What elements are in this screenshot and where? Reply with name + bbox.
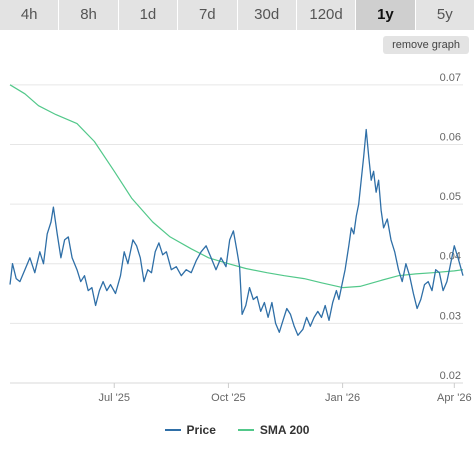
- x-tick-label: Jul '25: [99, 392, 130, 404]
- tab-30d[interactable]: 30d: [238, 0, 297, 30]
- y-tick-label: 0.03: [440, 310, 461, 322]
- legend-label-sma: SMA 200: [259, 423, 310, 437]
- tab-120d[interactable]: 120d: [297, 0, 357, 30]
- legend-label-price: Price: [186, 423, 216, 437]
- sma-series-line: [9, 84, 464, 289]
- legend-swatch-sma: [237, 429, 254, 431]
- y-tick-label: 0.02: [440, 370, 461, 382]
- y-tick-label: 0.04: [440, 251, 461, 263]
- x-tick-label: Apr '26: [437, 392, 472, 404]
- tab-8h[interactable]: 8h: [59, 0, 119, 30]
- tab-1y[interactable]: 1y: [356, 0, 416, 30]
- legend-item-price[interactable]: Price: [164, 423, 216, 437]
- y-tick-label: 0.06: [440, 131, 461, 143]
- timeframe-tabs: 4h 8h 1d 7d 30d 120d 1y 5y: [0, 0, 474, 30]
- chart-legend: Price SMA 200: [0, 420, 474, 440]
- legend-swatch-price: [164, 429, 181, 431]
- tab-7d[interactable]: 7d: [178, 0, 238, 30]
- tab-1d[interactable]: 1d: [119, 0, 179, 30]
- price-series-line: [9, 128, 464, 336]
- tab-4h[interactable]: 4h: [0, 0, 60, 30]
- x-tick-label: Jan '26: [325, 392, 360, 404]
- price-chart: 0.02 0.03 0.04 0.05 0.06 0.07 Jul '25 Oct '25 Ja…: [9, 72, 472, 404]
- remove-graph-button[interactable]: remove graph: [383, 36, 469, 54]
- tab-5y[interactable]: 5y: [436, 6, 453, 23]
- y-tick-label: 0.05: [440, 191, 461, 203]
- x-tick-label: Oct '25: [211, 392, 246, 404]
- y-tick-label: 0.07: [440, 72, 461, 84]
- legend-item-sma[interactable]: SMA 200: [237, 423, 310, 437]
